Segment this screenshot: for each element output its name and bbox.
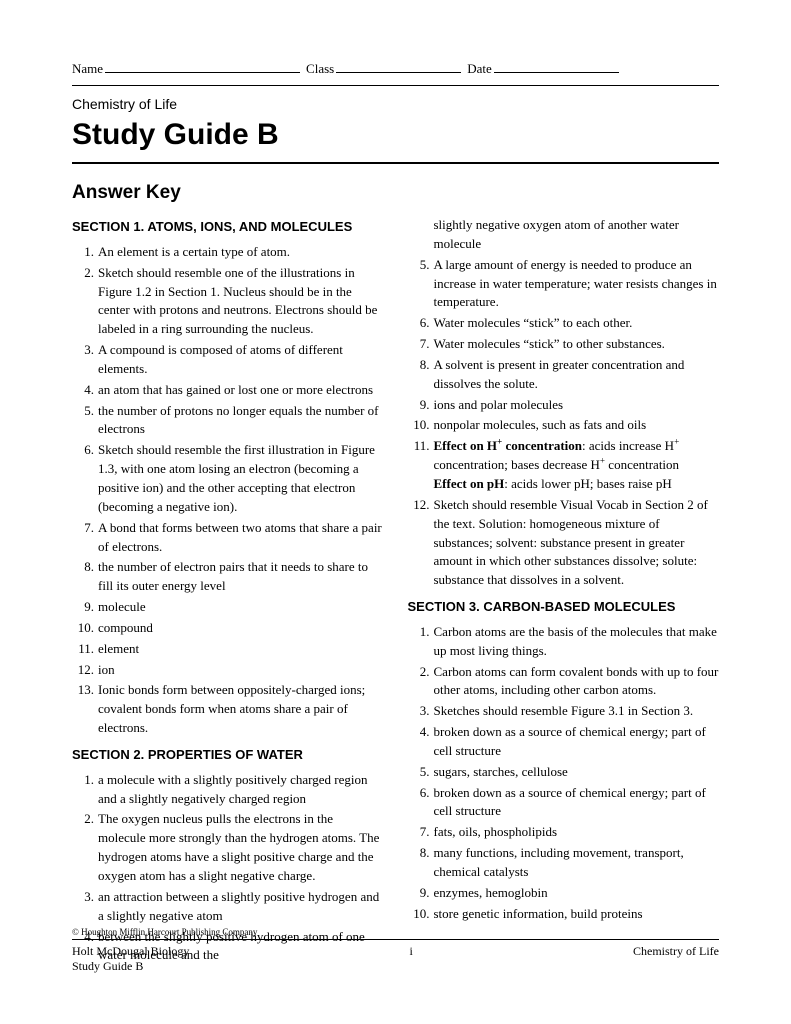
section2-item-6: 6.Water molecules “stick” to each other. xyxy=(434,314,720,333)
page-title: Study Guide B xyxy=(72,118,719,152)
section3-list: 1.Carbon atoms are the basis of the mole… xyxy=(408,623,720,924)
section2-heading: SECTION 2. PROPERTIES OF WATER xyxy=(72,746,384,765)
section1-list: 1.An element is a certain type of atom. 2… xyxy=(72,243,384,738)
section2-item-9: 9.ions and polar molecules xyxy=(434,396,720,415)
section2-item-11: 11. Effect on H+ concentration: acids in… xyxy=(434,437,720,494)
section1-heading: SECTION 1. ATOMS, IONS, AND MOLECULES xyxy=(72,218,384,237)
list-item: 7.A bond that forms between two atoms th… xyxy=(98,519,384,557)
list-item: 11.element xyxy=(98,640,384,659)
list-item: 10.store genetic information, build prot… xyxy=(434,905,720,924)
list-item: 8.many functions, including movement, tr… xyxy=(434,844,720,882)
date-field: Date xyxy=(467,60,619,77)
header-fields: Name Class Date xyxy=(72,60,719,77)
title-rule xyxy=(72,162,719,164)
name-field: Name xyxy=(72,60,300,77)
list-item: 5.the number of protons no longer equals… xyxy=(98,402,384,440)
list-item: 3.an attraction between a slightly posit… xyxy=(98,888,384,926)
footer-center: i xyxy=(410,944,413,974)
list-item: 1.Carbon atoms are the basis of the mole… xyxy=(434,623,720,661)
list-item: 6.Sketch should resemble the first illus… xyxy=(98,441,384,516)
answer-key-heading: Answer Key xyxy=(72,182,719,204)
subject-line: Chemistry of Life xyxy=(72,96,719,112)
section2-item-10: 10.nonpolar molecules, such as fats and … xyxy=(434,416,720,435)
section2-item-5: 5.A large amount of energy is needed to … xyxy=(434,256,720,313)
list-item: 10.compound xyxy=(98,619,384,638)
right-column: slightly negative oxygen atom of another… xyxy=(408,214,720,973)
list-item: 13.Ionic bonds form between oppositely-c… xyxy=(98,681,384,738)
section2-item-7: 7.Water molecules “stick” to other subst… xyxy=(434,335,720,354)
list-item: 2.The oxygen nucleus pulls the electrons… xyxy=(98,810,384,885)
list-item: 9.enzymes, hemoglobin xyxy=(434,884,720,903)
list-item: 1.An element is a certain type of atom. xyxy=(98,243,384,262)
list-item: 3.A compound is composed of atoms of dif… xyxy=(98,341,384,379)
name-label: Name xyxy=(72,61,103,77)
list-item: 7.fats, oils, phospholipids xyxy=(434,823,720,842)
list-item: 2.Carbon atoms can form covalent bonds w… xyxy=(434,663,720,701)
list-item: 2.Sketch should resemble one of the illu… xyxy=(98,264,384,339)
footer-rule xyxy=(72,939,719,940)
date-label: Date xyxy=(467,61,492,77)
class-field: Class xyxy=(306,60,461,77)
section2-item-12: 12.Sketch should resemble Visual Vocab i… xyxy=(434,496,720,590)
class-blank xyxy=(336,60,461,73)
list-item: 12.ion xyxy=(98,661,384,680)
list-item: 1.a molecule with a slightly positively … xyxy=(98,771,384,809)
footer-row: Holt McDougal Biology Study Guide B i Ch… xyxy=(72,944,719,974)
list-item: 5.sugars, starches, cellulose xyxy=(434,763,720,782)
page-footer: © Houghton Mifflin Harcourt Publishing C… xyxy=(72,927,719,974)
section2-item-4-cont: slightly negative oxygen atom of another… xyxy=(434,216,720,254)
copyright-line: © Houghton Mifflin Harcourt Publishing C… xyxy=(72,927,719,937)
document-page: Name Class Date Chemistry of Life Study … xyxy=(0,0,791,1024)
footer-left: Holt McDougal Biology Study Guide B xyxy=(72,944,189,974)
list-item: 8.the number of electron pairs that it n… xyxy=(98,558,384,596)
date-blank xyxy=(494,60,619,73)
list-item: 4.an atom that has gained or lost one or… xyxy=(98,381,384,400)
section2-item-8: 8.A solvent is present in greater concen… xyxy=(434,356,720,394)
content-columns: SECTION 1. ATOMS, IONS, AND MOLECULES 1.… xyxy=(72,214,719,973)
left-column: SECTION 1. ATOMS, IONS, AND MOLECULES 1.… xyxy=(72,214,384,973)
list-item: 6.broken down as a source of chemical en… xyxy=(434,784,720,822)
list-item: 3.Sketches should resemble Figure 3.1 in… xyxy=(434,702,720,721)
list-item: 4.broken down as a source of chemical en… xyxy=(434,723,720,761)
footer-right: Chemistry of Life xyxy=(633,944,719,974)
top-rule xyxy=(72,85,719,86)
name-blank xyxy=(105,60,300,73)
class-label: Class xyxy=(306,61,334,77)
section3-heading: SECTION 3. CARBON-BASED MOLECULES xyxy=(408,598,720,617)
list-item: 9.molecule xyxy=(98,598,384,617)
section2-right-list: slightly negative oxygen atom of another… xyxy=(408,216,720,590)
